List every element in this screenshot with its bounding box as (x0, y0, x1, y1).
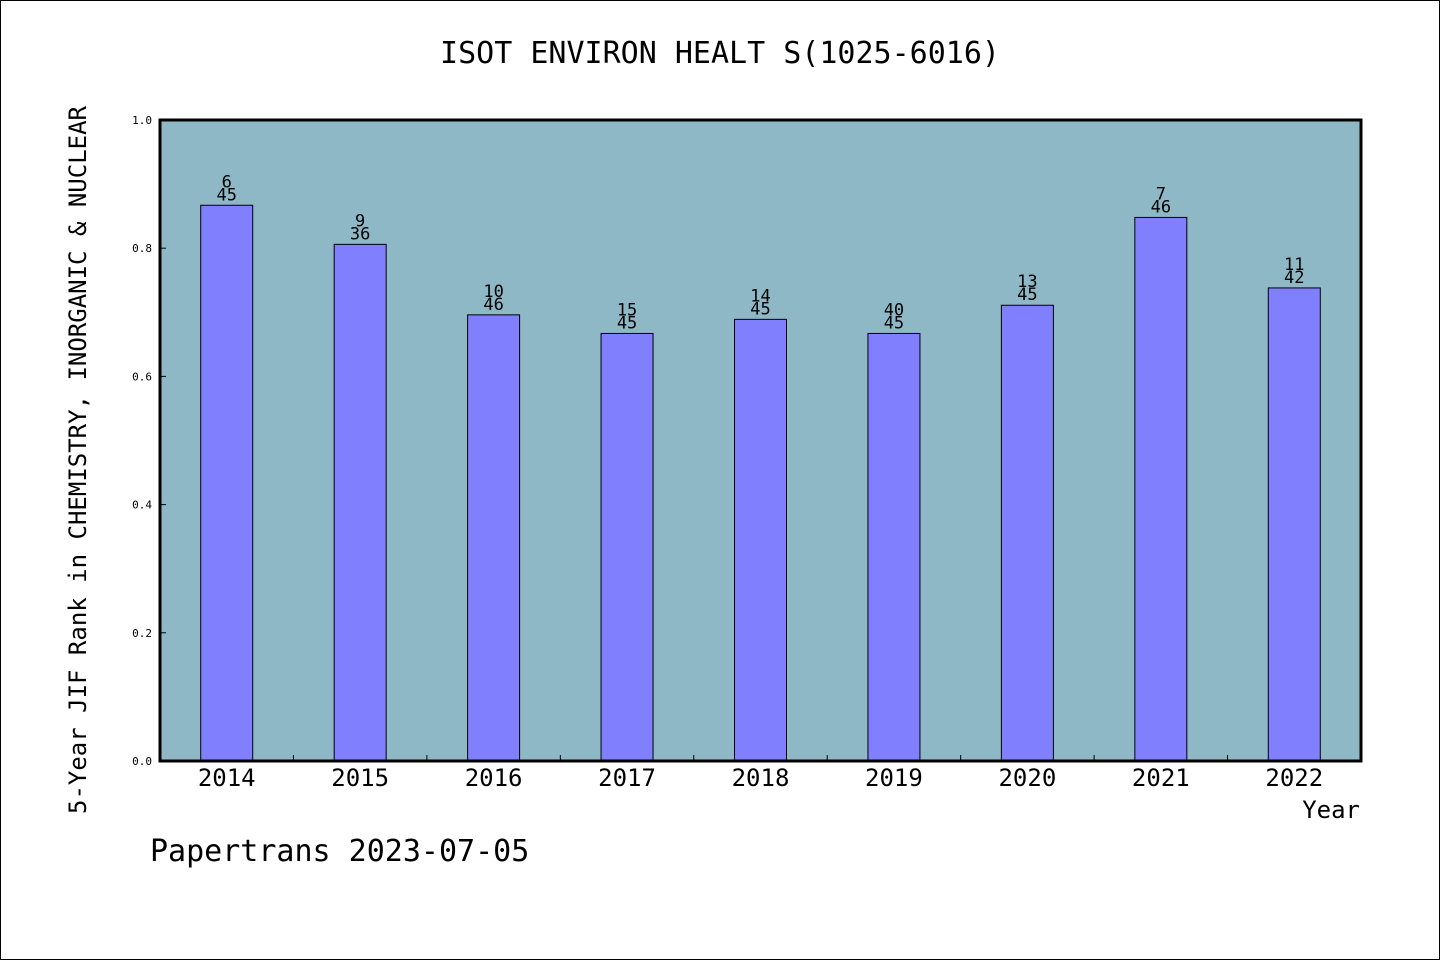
y-tick-label: 0.8 (132, 242, 152, 255)
bar-2019 (867, 332, 921, 762)
x-tick-label: 2014 (198, 764, 256, 792)
y-tick-label: 0.6 (132, 370, 152, 383)
x-tick-label: 2019 (865, 764, 923, 792)
data-label-total: 42 (1284, 268, 1304, 288)
data-label-total: 45 (1017, 285, 1037, 305)
data-label-total: 36 (350, 224, 370, 244)
data-label-total: 45 (750, 299, 770, 319)
y-axis: 0.0 0.2 0.4 0.6 0.8 1.0 (132, 114, 166, 768)
x-tick-label: 2021 (1132, 764, 1190, 792)
data-label-total: 46 (483, 295, 503, 315)
x-tick-label: 2020 (998, 764, 1056, 792)
bar-2020 (1000, 304, 1054, 762)
data-label-rank: 10 (483, 282, 503, 302)
data-label-total: 46 (1151, 197, 1171, 217)
bar-2022 (1267, 287, 1321, 762)
bars-group (200, 204, 1321, 762)
data-label-total: 45 (617, 313, 637, 333)
x-tick-label: 2017 (598, 764, 656, 792)
y-tick-label: 0.4 (132, 499, 152, 512)
data-label-rank: 6 (222, 172, 232, 192)
data-label-rank: 14 (750, 286, 770, 306)
bar-2014 (200, 204, 254, 762)
data-label-total: 45 (216, 185, 236, 205)
bar-2021 (1134, 216, 1188, 762)
footer-credit: Papertrans 2023-07-05 (150, 834, 530, 869)
bar-2015 (333, 243, 387, 762)
bar-2016 (467, 314, 521, 762)
x-tick-label: 2018 (732, 764, 790, 792)
x-tick-label: 2016 (465, 764, 523, 792)
data-label-rank: 40 (884, 300, 904, 320)
y-tick-label: 0.2 (132, 627, 152, 640)
chart-title: ISOT ENVIRON HEALT S(1025-6016) (440, 36, 1000, 71)
x-tick-label: 2022 (1265, 764, 1323, 792)
data-label-total: 45 (884, 313, 904, 333)
x-axis: 2014 2015 2016 2017 2018 2019 2020 2021 2022 (198, 755, 1323, 792)
y-tick-label: 1.0 (132, 114, 152, 127)
bar-2018 (734, 318, 787, 762)
data-label-rank: 11 (1284, 255, 1304, 275)
data-label-rank: 15 (617, 300, 637, 320)
data-label-rank: 13 (1017, 272, 1037, 292)
x-tick-label: 2015 (331, 764, 389, 792)
data-label-rank: 9 (355, 211, 365, 231)
x-axis-label: Year (1302, 796, 1360, 824)
plot-border (158, 118, 1363, 763)
y-tick-label: 0.0 (132, 755, 152, 768)
data-label-rank: 7 (1156, 184, 1166, 204)
bar-2017 (600, 332, 654, 762)
